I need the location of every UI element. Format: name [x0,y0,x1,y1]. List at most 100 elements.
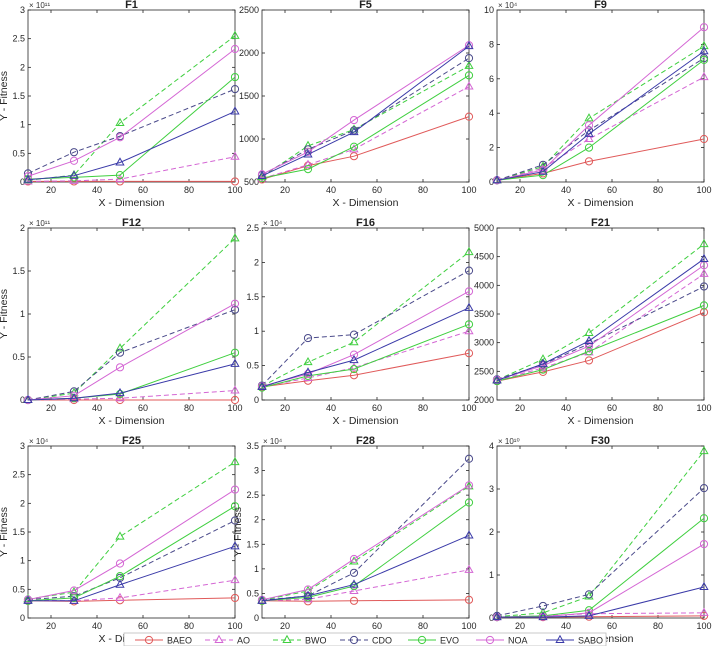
x-tick-label: 40 [561,403,571,413]
y-tick-label: 2.5 [12,34,25,44]
x-axis-label: X - Dimension [568,197,634,209]
y-tick-label: 0 [489,177,494,187]
data-point [699,253,709,262]
data-point [23,394,33,404]
legend-marker [214,634,224,644]
y-tick-label: 1.5 [246,539,259,549]
y-tick-label: 1500 [239,91,259,101]
series-bwo [23,456,240,603]
data-point [464,530,474,539]
legend-label: BWO [305,636,327,646]
data-point [69,156,79,165]
series-line [27,505,236,602]
y-tick-label: 1000 [239,134,259,144]
axis-exponent-label: × 10¹⁰ [498,437,520,446]
data-point [584,335,594,344]
data-point [69,586,79,595]
series-bwo [492,445,709,620]
data-point [349,362,359,371]
y-tick-label: 0 [254,395,259,405]
data-point [349,152,359,161]
x-tick-label: 20 [280,185,290,195]
series-line [261,86,470,180]
data-point [464,246,474,256]
subplot-f21: F21 2000 2500 3000 3500 4000 4500 5000 20 40 60 80 1… [474,217,712,427]
series-line [27,309,236,401]
axes-frame [496,9,705,183]
axes-frame [261,9,470,183]
data-point [538,611,548,621]
data-point [303,159,313,168]
data-point [349,354,359,364]
y-tick-label: 2000 [239,48,259,58]
data-point [584,347,594,356]
data-point [23,176,33,185]
x-tick-label: 80 [418,621,428,631]
data-point [257,381,267,390]
subplot-title: F30 [591,435,610,447]
data-point [23,595,33,604]
data-point [230,502,240,511]
y-tick-label: 3 [254,466,259,476]
data-point [230,85,240,94]
x-tick-label: 20 [515,403,525,413]
data-point [115,348,125,357]
series-cdo [257,454,474,605]
subplot-f5: F5 500 1000 1500 2000 2500 20 40 60 80 100 X - Dime… [239,0,477,209]
axes-frame [27,227,236,401]
series-line [497,586,705,618]
data-point [230,593,240,603]
x-tick-label: 80 [653,621,663,631]
x-tick-label: 100 [461,621,476,631]
series-line [261,251,470,387]
y-tick-label: 2500 [474,366,494,376]
data-point [23,174,33,183]
data-point [230,106,240,115]
data-point [303,585,313,594]
series-line [261,599,470,602]
x-tick-label: 20 [280,403,290,413]
data-point [115,363,125,372]
x-tick-label: 20 [46,185,56,195]
series-line [27,489,236,601]
series-line [27,461,236,600]
data-point [303,367,313,376]
series-line [261,484,470,601]
data-point [584,113,594,122]
series-baeo [23,593,240,606]
x-tick-label: 100 [696,621,711,631]
data-point [464,349,474,358]
series-bwo [23,30,240,184]
y-tick-label: 3000 [474,338,494,348]
x-tick-label: 40 [92,621,102,631]
series-sabo [23,541,240,604]
y-tick-label: 3 [489,484,494,494]
data-point [230,151,240,160]
data-point [69,595,79,604]
series-noa [23,44,240,181]
x-tick-label: 20 [515,185,525,195]
y-tick-label: 2 [20,62,25,72]
data-point [584,590,594,599]
y-tick-label: 3500 [474,309,494,319]
data-point [699,301,709,310]
legend-entry-bwo: BWO [273,634,327,646]
y-tick-label: 1 [20,556,25,566]
data-point [230,72,240,82]
subplot-title: F21 [591,217,610,229]
data-point [584,143,594,152]
data-point [257,595,267,604]
data-point [349,350,359,359]
y-tick-label: 0 [20,177,25,187]
y-axis-label: Y - Fitness [0,289,10,339]
series-sabo [257,530,474,604]
y-tick-label: 2.5 [246,490,259,500]
data-point [303,333,313,343]
axis-exponent-label: × 10⁴ [29,437,49,446]
data-point [230,44,240,54]
series-cdo [23,516,240,604]
legend-label: BAEO [167,636,192,646]
data-point [115,559,125,568]
series-sabo [492,46,709,184]
data-point [349,371,359,380]
